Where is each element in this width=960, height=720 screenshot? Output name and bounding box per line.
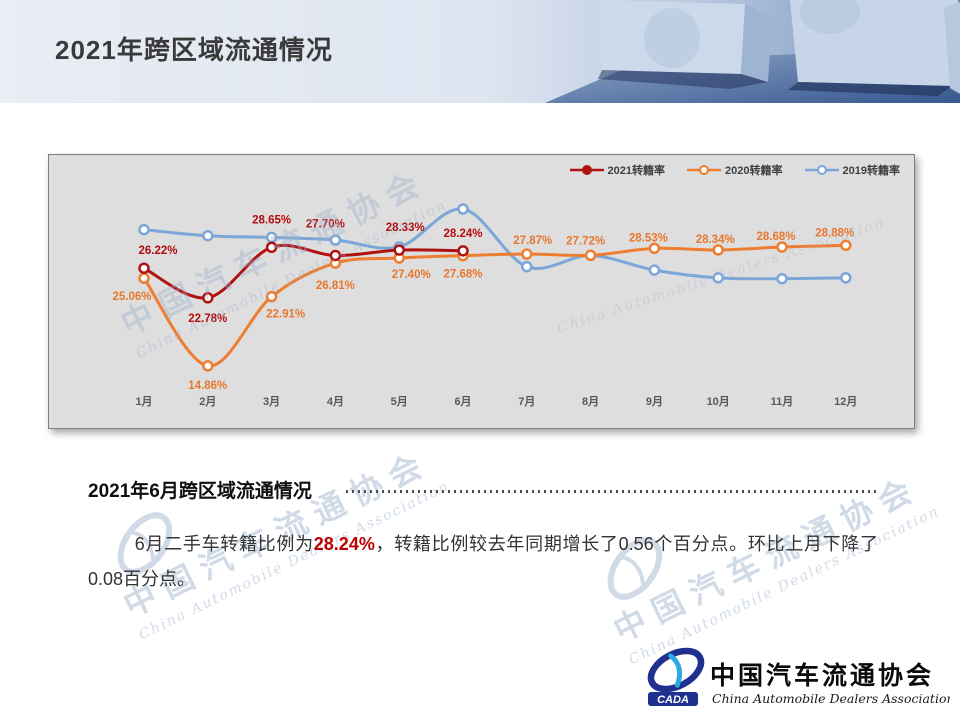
x-axis-label: 10月: [707, 395, 730, 408]
data-point-2020转籍率: [202, 360, 214, 372]
logo-org-name-en: China Automobile Dealers Association: [712, 691, 950, 706]
data-label-2020转籍率: 25.06%: [112, 291, 151, 303]
data-label-2020转籍率: 14.86%: [188, 380, 227, 392]
data-label-2020转籍率: 28.68%: [756, 231, 795, 243]
dotted-divider: [345, 490, 878, 493]
header-banner: 2021年跨区域流通情况: [0, 0, 960, 103]
legend-item-2021转籍率: 2021转籍率: [569, 162, 666, 178]
data-label-2021转籍率: 27.70%: [306, 218, 345, 230]
chart-legend: 2021转籍率 2020转籍率 2019转籍率: [569, 162, 900, 178]
data-label-2020转籍率: 26.81%: [316, 280, 355, 292]
data-point-2020转籍率: [712, 244, 724, 256]
data-label-2020转籍率: 22.91%: [266, 309, 305, 321]
data-label-2020转籍率: 27.72%: [566, 235, 605, 247]
data-point-2019转籍率: [138, 223, 150, 236]
legend-marker-icon: [804, 165, 839, 175]
cada-swirl-icon: [647, 647, 705, 693]
data-point-2021转籍率: [457, 245, 469, 257]
data-point-2020转籍率: [521, 248, 533, 260]
data-point-2020转籍率: [776, 241, 788, 253]
data-point-2020转籍率: [265, 290, 278, 303]
x-axis-label: 7月: [518, 395, 535, 408]
data-point-2019转籍率: [457, 203, 469, 215]
data-label-2021转籍率: 28.65%: [252, 214, 291, 226]
cada-badge-text: CADA: [657, 694, 689, 706]
data-label-2020转籍率: 27.87%: [513, 235, 552, 247]
data-label-2021转籍率: 28.24%: [443, 228, 482, 240]
summary-text-suffix: ，转籍比例较去年同期增长了0.56个百分点。环比上月下降了0.08百分点。: [88, 534, 878, 589]
data-label-2020转籍率: 27.68%: [443, 269, 482, 281]
legend-label: 2020转籍率: [725, 165, 783, 177]
data-label-2021转籍率: 22.78%: [188, 313, 227, 325]
data-point-2019转籍率: [776, 272, 788, 285]
x-axis-label: 1月: [135, 395, 152, 408]
summary-paragraph: 6月二手车转籍比例为28.24%，转籍比例较去年同期增长了0.56个百分点。环比…: [88, 527, 878, 597]
section-heading: 2021年6月跨区域流通情况: [88, 481, 312, 502]
data-point-2020转籍率: [648, 242, 661, 255]
data-label-2020转籍率: 28.34%: [696, 234, 735, 246]
data-point-2019转籍率: [329, 234, 342, 246]
legend-label: 2019转籍率: [842, 165, 900, 177]
x-axis-label: 3月: [263, 395, 280, 408]
header-cubes-graphic: [0, 0, 960, 103]
data-label-2021转籍率: 26.22%: [138, 245, 177, 257]
cada-badge-box: [648, 692, 698, 706]
x-axis-label: 2月: [199, 395, 216, 408]
x-axis-label: 11月: [771, 395, 794, 408]
data-label-2020转籍率: 28.53%: [629, 232, 668, 244]
legend-item-2019转籍率: 2019转籍率: [804, 162, 900, 178]
summary-text-prefix: 6月二手车转籍比例为: [134, 534, 314, 554]
data-point-2019转籍率: [648, 264, 661, 276]
summary-section: 2021年6月跨区域流通情况 6月二手车转籍比例为28.24%，转籍比例较去年同…: [88, 476, 878, 597]
data-point-2020转籍率: [138, 272, 150, 284]
data-point-2021转籍率: [265, 241, 278, 254]
data-point-2019转籍率: [712, 272, 724, 284]
data-point-2019转籍率: [840, 272, 852, 284]
logo-org-name-cn: 中国汽车流通协会: [710, 661, 934, 690]
data-label-2020转籍率: 28.88%: [815, 227, 854, 239]
data-label-2020转籍率: 27.40%: [392, 269, 431, 281]
data-point-2019转籍率: [202, 229, 214, 242]
line-chart: 1月 2月 3月 4月 5月 6月 7月 8月 9月 10月 11月 12月 25.06% 14.86% 2…: [112, 203, 857, 408]
data-point-2019转籍率: [521, 260, 533, 273]
data-point-2021转籍率: [393, 244, 405, 256]
series-line-2019转籍率: [142, 207, 848, 281]
legend-item-2020转籍率: 2020转籍率: [687, 162, 783, 178]
legend-marker-icon: [569, 165, 604, 175]
data-label-2021转籍率: 28.33%: [386, 222, 425, 234]
data-point-2020转籍率: [840, 239, 852, 252]
x-axis-label: 8月: [582, 395, 599, 408]
data-point-2021转籍率: [329, 249, 342, 262]
x-axis-label: 6月: [454, 395, 471, 408]
legend-marker-icon: [687, 165, 722, 175]
x-axis-label: 9月: [646, 395, 663, 408]
x-axis-label: 12月: [834, 395, 857, 408]
data-point-2021转籍率: [202, 292, 214, 304]
data-point-2021转籍率: [138, 262, 150, 274]
legend-label: 2021转籍率: [607, 165, 666, 177]
x-axis-label: 5月: [391, 395, 408, 408]
summary-highlight-value: 28.24%: [313, 534, 375, 554]
cada-logo: CADA 中国汽车流通协会 China Automobile Dealers A…: [640, 643, 955, 716]
x-axis-label: 4月: [327, 395, 344, 408]
data-point-2019转籍率: [265, 231, 278, 244]
chart-panel: 中国汽车流通协会 China Automobile Dealers Associ…: [48, 154, 915, 429]
page-title: 2021年跨区域流通情况: [55, 35, 333, 65]
data-point-2020转籍率: [584, 249, 597, 262]
